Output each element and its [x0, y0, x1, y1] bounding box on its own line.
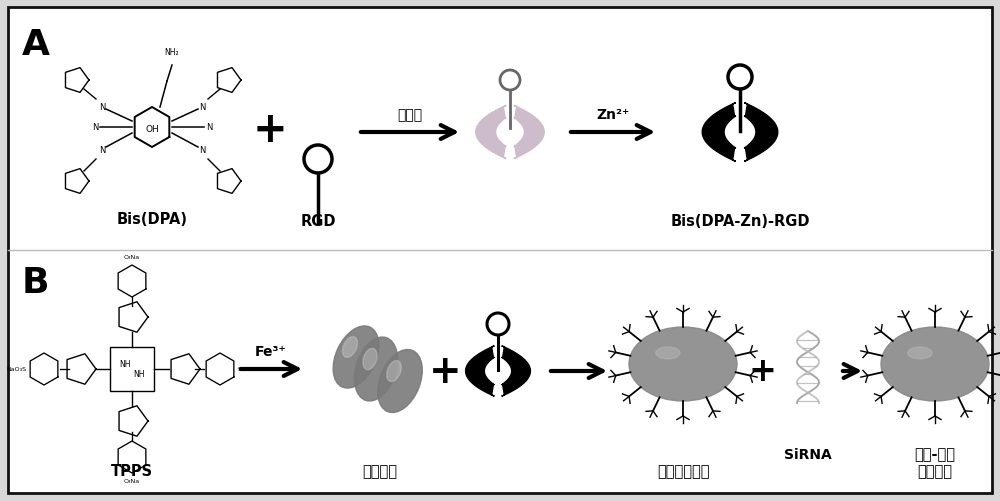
Text: NH₂: NH₂	[165, 48, 179, 57]
Text: N: N	[199, 146, 205, 155]
Polygon shape	[502, 346, 530, 396]
Text: +: +	[253, 109, 287, 151]
Text: NH: NH	[119, 360, 131, 369]
Text: RGD: RGD	[300, 214, 336, 229]
Text: B: B	[22, 266, 50, 300]
Text: N: N	[99, 103, 105, 112]
Text: 纳米颗粒: 纳米颗粒	[918, 463, 952, 478]
Ellipse shape	[333, 326, 379, 388]
Polygon shape	[702, 103, 736, 162]
Text: SiRNA: SiRNA	[784, 447, 832, 461]
Ellipse shape	[656, 347, 680, 359]
Polygon shape	[514, 106, 544, 159]
Text: Fe³⁺: Fe³⁺	[255, 344, 287, 358]
Ellipse shape	[354, 337, 398, 401]
Bar	[110, 347, 154, 391]
Ellipse shape	[387, 361, 401, 382]
Text: A: A	[22, 28, 50, 62]
Text: Zn²⁺: Zn²⁺	[596, 108, 630, 122]
Text: TPPS: TPPS	[111, 463, 153, 478]
Text: 纳米颗粒: 纳米颗粒	[362, 463, 398, 478]
Text: 偶联剂: 偶联剂	[397, 108, 423, 122]
Text: OH: OH	[145, 125, 159, 134]
Text: 金属-博唏: 金属-博唏	[914, 446, 956, 461]
Ellipse shape	[881, 327, 989, 401]
Text: 靶向纳米颗粒: 靶向纳米颗粒	[657, 463, 709, 478]
Polygon shape	[744, 103, 778, 162]
Text: O₃Na: O₃Na	[124, 478, 140, 483]
Text: Bis(DPA): Bis(DPA)	[116, 212, 188, 227]
Polygon shape	[466, 346, 494, 396]
Ellipse shape	[629, 327, 737, 401]
Ellipse shape	[378, 350, 422, 413]
Text: N: N	[199, 103, 205, 112]
Polygon shape	[476, 106, 506, 159]
Ellipse shape	[908, 347, 932, 359]
Text: NH: NH	[133, 370, 145, 379]
Text: N: N	[206, 123, 212, 132]
Text: N: N	[99, 146, 105, 155]
Text: O₃Na: O₃Na	[124, 255, 140, 260]
Text: +: +	[429, 352, 461, 390]
Ellipse shape	[342, 337, 358, 358]
Text: SO₃Na: SO₃Na	[238, 367, 258, 372]
Ellipse shape	[363, 349, 377, 370]
Text: +: +	[748, 355, 776, 388]
Text: Bis(DPA-Zn)-RGD: Bis(DPA-Zn)-RGD	[670, 214, 810, 229]
Text: NaO₃S: NaO₃S	[6, 367, 26, 372]
Text: N: N	[92, 123, 98, 132]
